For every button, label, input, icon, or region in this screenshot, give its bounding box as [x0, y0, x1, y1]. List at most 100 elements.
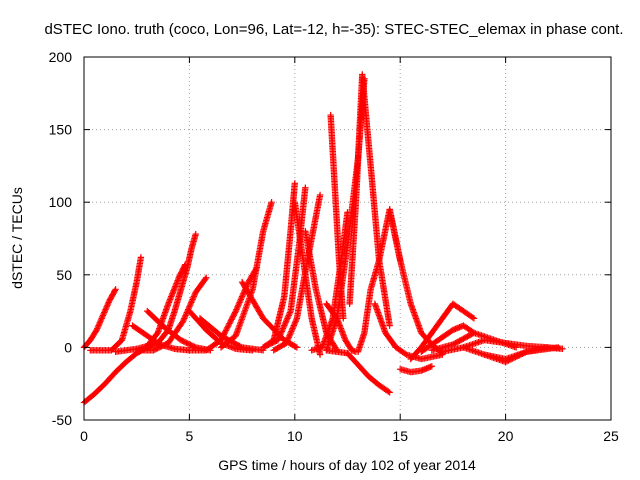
data-point: [104, 302, 111, 309]
data-point: [189, 294, 197, 302]
data-point: [203, 274, 210, 281]
data-point: [428, 363, 436, 370]
data-point: [181, 315, 188, 322]
data-point: [94, 323, 102, 331]
series-1: [80, 286, 119, 351]
x-tick-label: 25: [603, 428, 619, 444]
data-point: [284, 315, 291, 322]
data-point: [280, 323, 287, 331]
data-point: [231, 309, 239, 316]
data-layer: [80, 71, 566, 406]
data-point: [240, 290, 247, 297]
data-point: [293, 316, 300, 324]
data-point: [236, 299, 243, 306]
data-point: [98, 315, 105, 322]
data-point: [286, 310, 293, 318]
data-point: [237, 296, 245, 303]
data-point: [555, 344, 562, 351]
chart-title: dSTEC Iono. truth (coco, Lon=96, Lat=-12…: [44, 21, 623, 38]
data-point: [191, 291, 198, 299]
data-point: [227, 317, 235, 324]
y-tick-label: 0: [64, 339, 72, 355]
data-point: [95, 322, 102, 329]
data-point: [402, 350, 409, 357]
data-point: [285, 312, 292, 319]
data-point: [229, 314, 236, 322]
data-point: [102, 306, 109, 313]
data-point: [188, 297, 196, 305]
data-point: [233, 304, 241, 312]
series-11: [217, 199, 275, 351]
data-point: [285, 334, 293, 341]
y-tick-label: 50: [56, 267, 72, 283]
data-point: [185, 304, 192, 312]
x-axis-label: GPS time / hours of day 102 of year 2014: [218, 457, 476, 473]
series-2: [87, 254, 145, 354]
data-point: [101, 309, 108, 316]
data-point: [223, 325, 230, 333]
data-point: [234, 303, 241, 310]
data-point: [275, 335, 282, 342]
data-point: [112, 286, 119, 293]
y-tick-label: 200: [49, 49, 73, 65]
y-axis-label: dSTEC / TECUs: [9, 187, 25, 289]
data-point: [232, 307, 239, 315]
data-point: [277, 329, 285, 337]
series-29: [418, 322, 478, 355]
y-tick-label: 150: [49, 122, 73, 138]
data-point: [559, 345, 566, 353]
x-tick-label: 10: [287, 428, 303, 444]
data-point: [283, 338, 291, 345]
data-point: [181, 261, 189, 268]
plot-frame: [83, 56, 612, 421]
data-point: [386, 322, 393, 329]
data-point: [228, 316, 235, 323]
y-tick-label: -50: [52, 412, 72, 428]
y-tick-label: 100: [49, 194, 73, 210]
data-point: [282, 319, 289, 326]
series-13: [259, 180, 298, 351]
grid: [84, 57, 611, 420]
data-point: [284, 336, 291, 344]
series-23: [346, 71, 393, 329]
data-point: [225, 321, 232, 329]
ticks: 0 5 10 15 20 25 -50 0 50 100 150 200: [49, 49, 619, 444]
data-point: [179, 318, 187, 325]
data-point: [283, 316, 290, 324]
data-point: [101, 307, 109, 315]
x-tick-label: 15: [392, 428, 408, 444]
data-point: [239, 291, 246, 299]
x-tick-label: 20: [498, 428, 514, 444]
data-point: [282, 318, 290, 325]
data-point: [97, 316, 105, 324]
data-point: [137, 254, 145, 261]
data-point: [281, 322, 288, 329]
data-point: [289, 323, 297, 331]
x-tick-label: 0: [80, 428, 88, 444]
data-point: [268, 199, 275, 206]
data-point: [226, 318, 234, 326]
data-point: [111, 287, 119, 294]
data-point: [278, 328, 285, 335]
data-point: [105, 299, 112, 306]
data-point: [469, 314, 476, 321]
data-point: [188, 299, 195, 306]
data-point: [281, 320, 289, 328]
data-point: [181, 262, 188, 270]
data-point: [233, 306, 240, 313]
data-point: [190, 293, 198, 300]
data-point: [95, 320, 103, 328]
data-point: [235, 302, 242, 309]
data-point: [237, 343, 244, 350]
data-point: [238, 293, 246, 300]
data-point: [291, 320, 298, 328]
data-point: [291, 319, 299, 326]
data-point: [302, 184, 309, 191]
data-point: [202, 275, 209, 283]
data-point: [286, 309, 294, 316]
data-point: [238, 294, 245, 302]
series-26: [386, 206, 446, 357]
series-27: [397, 363, 436, 376]
data-point: [231, 310, 238, 318]
